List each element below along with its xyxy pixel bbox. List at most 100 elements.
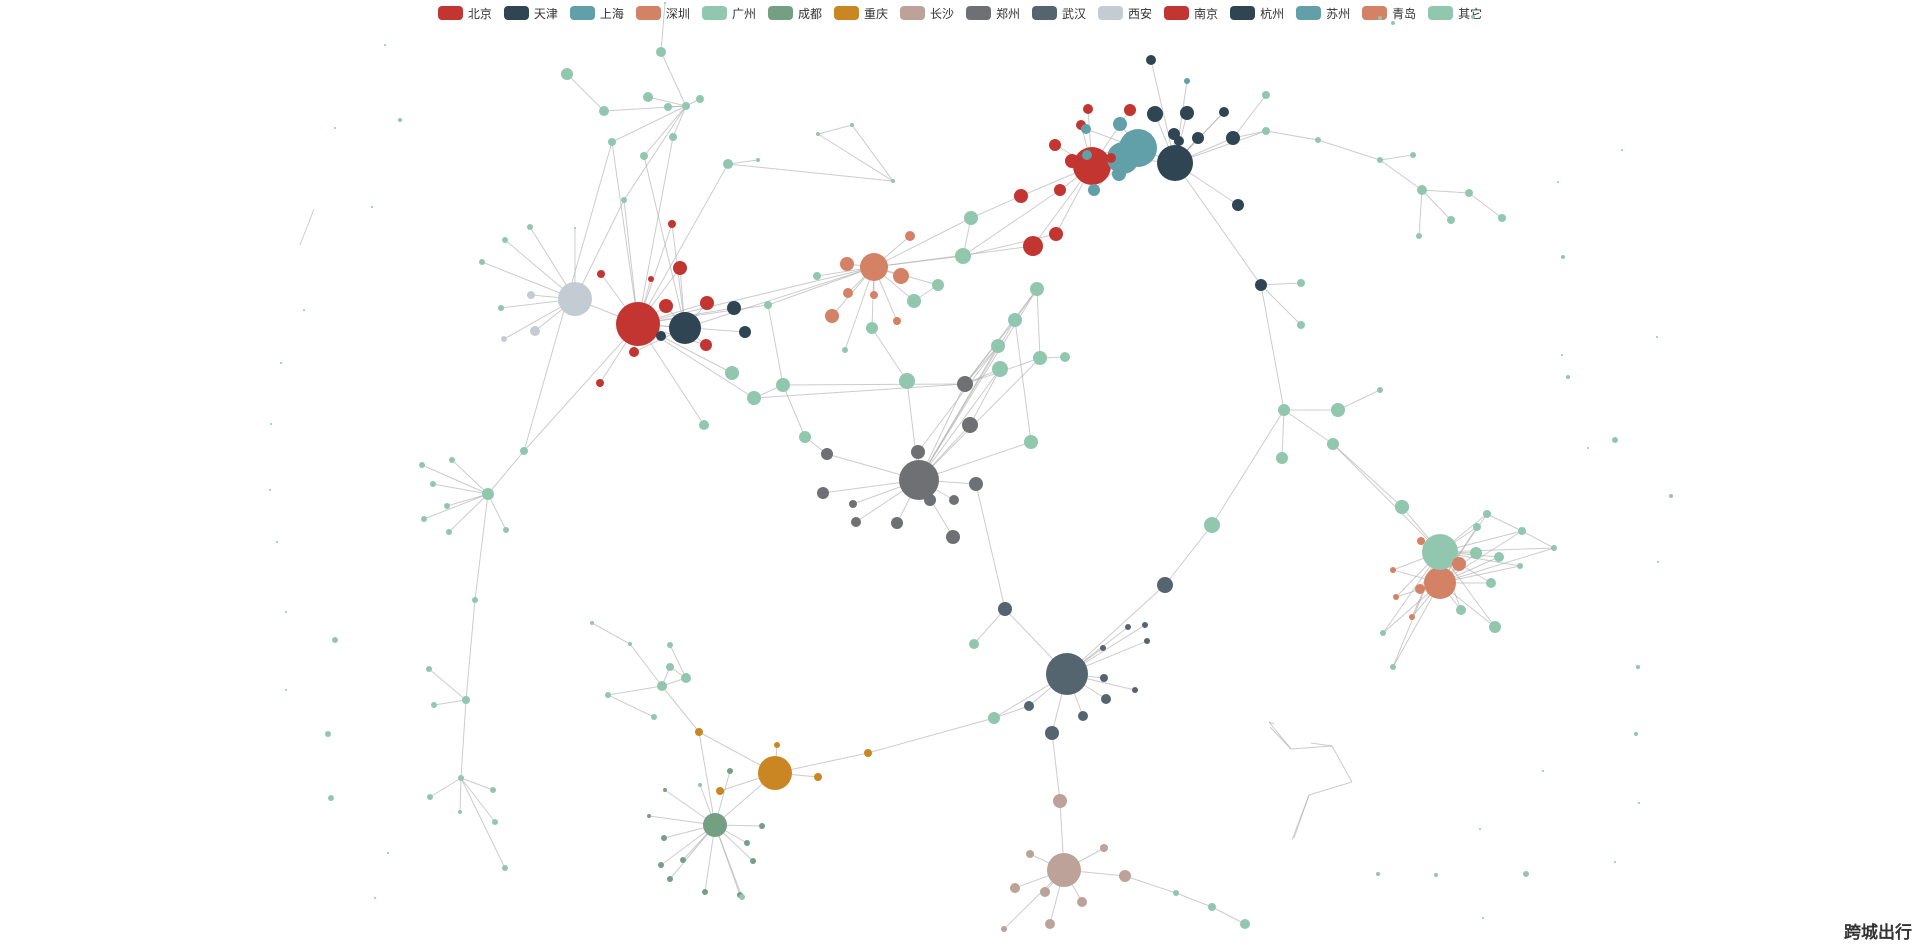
graph-node[interactable]	[893, 268, 909, 284]
graph-node[interactable]	[1173, 890, 1179, 896]
graph-node[interactable]	[1498, 214, 1506, 222]
graph-node[interactable]	[427, 794, 433, 800]
graph-node[interactable]	[1053, 794, 1067, 808]
graph-node[interactable]	[842, 347, 848, 353]
legend-item[interactable]: 北京	[437, 4, 492, 22]
graph-node[interactable]	[651, 714, 657, 720]
graph-node[interactable]	[739, 894, 745, 900]
graph-node[interactable]	[1331, 403, 1345, 417]
graph-node[interactable]	[1465, 189, 1473, 197]
graph-node[interactable]	[1045, 919, 1055, 929]
legend-item[interactable]: 深圳	[635, 4, 690, 22]
graph-node[interactable]	[1107, 142, 1139, 174]
graph-node[interactable]	[774, 742, 780, 748]
graph-node[interactable]	[1010, 883, 1020, 893]
graph-node[interactable]	[725, 366, 739, 380]
graph-node[interactable]	[643, 92, 653, 102]
graph-node[interactable]	[1390, 664, 1396, 670]
graph-node[interactable]	[739, 326, 751, 338]
graph-node[interactable]	[816, 132, 820, 136]
graph-node[interactable]	[969, 477, 983, 491]
graph-node[interactable]	[608, 138, 616, 146]
graph-node[interactable]	[1100, 674, 1108, 682]
graph-node[interactable]	[664, 103, 672, 111]
graph-node[interactable]	[1262, 91, 1270, 99]
graph-node[interactable]	[899, 460, 939, 500]
graph-node[interactable]	[1113, 117, 1127, 131]
graph-node[interactable]	[458, 810, 462, 814]
graph-node[interactable]	[596, 379, 604, 387]
graph-node[interactable]	[698, 783, 702, 787]
graph-node[interactable]	[502, 237, 508, 243]
graph-node[interactable]	[498, 305, 504, 311]
graph-node[interactable]	[640, 152, 648, 160]
graph-node[interactable]	[1040, 887, 1050, 897]
graph-node[interactable]	[817, 487, 829, 499]
graph-node[interactable]	[1482, 917, 1484, 919]
graph-node[interactable]	[1119, 870, 1131, 882]
graph-node[interactable]	[744, 840, 750, 846]
graph-node[interactable]	[276, 541, 278, 543]
graph-node[interactable]	[1380, 630, 1386, 636]
graph-node[interactable]	[1132, 687, 1138, 693]
graph-node[interactable]	[398, 118, 402, 122]
graph-node[interactable]	[558, 282, 592, 316]
graph-node[interactable]	[759, 823, 765, 829]
graph-node[interactable]	[430, 481, 436, 487]
graph-node[interactable]	[1082, 150, 1092, 160]
graph-node[interactable]	[696, 95, 704, 103]
graph-node[interactable]	[1612, 437, 1618, 443]
graph-node[interactable]	[1518, 527, 1526, 535]
graph-node[interactable]	[700, 339, 712, 351]
legend-item[interactable]: 天津	[503, 4, 558, 22]
legend-item[interactable]: 南京	[1164, 4, 1218, 22]
graph-node[interactable]	[458, 775, 464, 781]
graph-node[interactable]	[1416, 233, 1422, 239]
graph-node[interactable]	[334, 127, 336, 129]
graph-node[interactable]	[723, 159, 733, 169]
graph-node[interactable]	[597, 270, 605, 278]
graph-node[interactable]	[1523, 871, 1529, 877]
graph-node[interactable]	[1393, 594, 1399, 600]
graph-node[interactable]	[700, 296, 714, 310]
graph-node[interactable]	[680, 857, 686, 863]
graph-node[interactable]	[758, 756, 792, 790]
graph-node[interactable]	[1494, 552, 1504, 562]
graph-node[interactable]	[727, 768, 733, 774]
graph-node[interactable]	[1657, 561, 1659, 563]
graph-node[interactable]	[681, 673, 691, 683]
legend-item[interactable]: 杭州	[1230, 4, 1284, 22]
graph-node[interactable]	[621, 197, 627, 203]
graph-node[interactable]	[1157, 145, 1193, 181]
legend-item[interactable]: 上海	[569, 4, 624, 22]
graph-node[interactable]	[849, 500, 857, 508]
graph-node[interactable]	[667, 642, 673, 648]
graph-node[interactable]	[1621, 149, 1623, 151]
legend-item[interactable]: 广州	[701, 4, 756, 22]
graph-node[interactable]	[1180, 106, 1194, 120]
graph-node[interactable]	[1327, 438, 1339, 450]
graph-node[interactable]	[527, 291, 535, 299]
graph-node[interactable]	[1125, 624, 1131, 630]
graph-node[interactable]	[813, 272, 821, 280]
graph-node[interactable]	[776, 378, 790, 392]
graph-node[interactable]	[648, 276, 654, 282]
graph-node[interactable]	[1024, 435, 1038, 449]
graph-node[interactable]	[1100, 844, 1108, 852]
graph-node[interactable]	[840, 257, 854, 271]
graph-node[interactable]	[924, 494, 936, 506]
graph-node[interactable]	[1101, 694, 1111, 704]
graph-node[interactable]	[1473, 523, 1481, 531]
graph-node[interactable]	[673, 261, 687, 275]
graph-node[interactable]	[1112, 167, 1126, 181]
graph-node[interactable]	[482, 488, 494, 500]
graph-node[interactable]	[666, 663, 674, 671]
legend-item[interactable]: 长沙	[899, 4, 954, 22]
graph-node[interactable]	[946, 530, 960, 544]
graph-node[interactable]	[1542, 770, 1544, 772]
legend-item[interactable]: 其它	[1428, 4, 1482, 22]
graph-node[interactable]	[957, 376, 973, 392]
graph-node[interactable]	[756, 158, 760, 162]
graph-node[interactable]	[1614, 861, 1616, 863]
graph-node[interactable]	[1638, 802, 1640, 804]
